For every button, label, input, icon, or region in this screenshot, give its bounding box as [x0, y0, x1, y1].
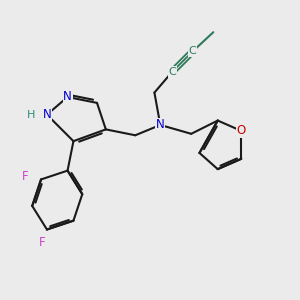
Text: F: F: [22, 170, 28, 183]
Text: C: C: [189, 46, 196, 56]
Text: N: N: [63, 91, 72, 103]
Text: C: C: [168, 67, 176, 77]
Text: F: F: [39, 236, 46, 249]
Text: H: H: [27, 110, 35, 120]
Text: O: O: [237, 124, 246, 137]
Text: N: N: [156, 118, 165, 131]
Text: N: N: [43, 108, 51, 121]
